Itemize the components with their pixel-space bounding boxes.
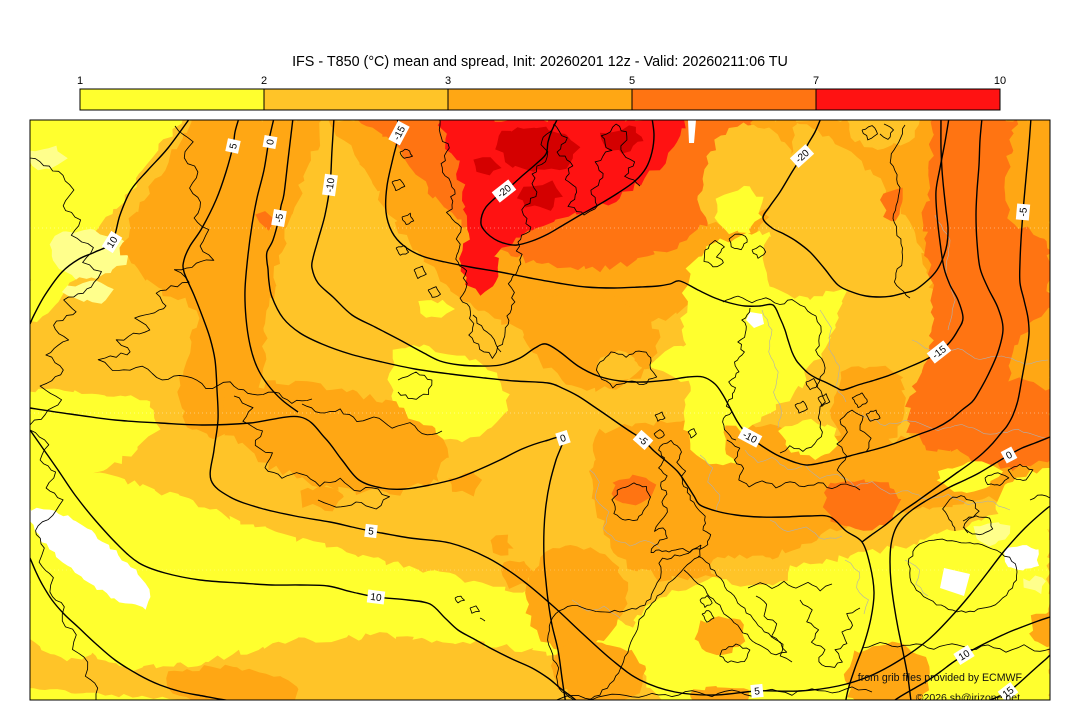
svg-text:1: 1	[77, 75, 83, 87]
svg-text:2: 2	[261, 75, 267, 87]
svg-text:0: 0	[559, 433, 568, 445]
svg-text:5: 5	[228, 142, 240, 150]
svg-text:10: 10	[370, 592, 383, 604]
svg-text:-5: -5	[1018, 207, 1030, 217]
svg-text:5: 5	[629, 75, 635, 87]
svg-text:0: 0	[265, 138, 277, 146]
svg-text:5: 5	[367, 526, 374, 538]
svg-text:-10: -10	[325, 177, 338, 193]
svg-text:-5: -5	[274, 212, 286, 223]
svg-text:IFS - T850 (°C) mean and sprea: IFS - T850 (°C) mean and spread, Init: 2…	[292, 54, 788, 70]
svg-text:from grib files provided by EC: from grib files provided by ECMWF	[858, 672, 1023, 684]
svg-text:0: 0	[1004, 450, 1014, 463]
svg-text:7: 7	[813, 75, 819, 87]
svg-text:3: 3	[445, 75, 451, 87]
svg-text:©2026 sb@irizone.net: ©2026 sb@irizone.net	[916, 692, 1020, 704]
svg-text:10: 10	[994, 75, 1006, 87]
svg-text:5: 5	[754, 686, 761, 698]
